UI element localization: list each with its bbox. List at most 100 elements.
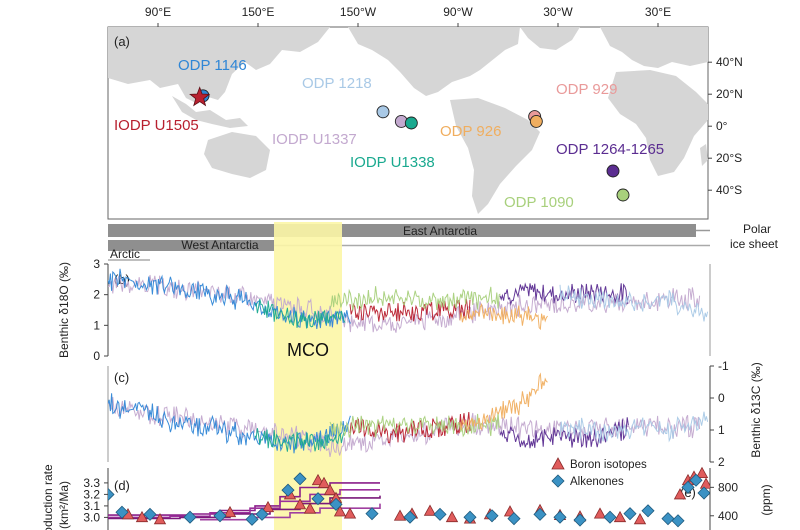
boron-isotopes-point xyxy=(343,507,357,519)
continent-greenland xyxy=(520,27,580,50)
lon-tick-label: 150°E xyxy=(242,5,275,19)
lon-tick-label: 90°E xyxy=(145,5,171,19)
alkenones-point xyxy=(255,507,269,521)
series-line xyxy=(254,298,346,329)
ice-bar-east-antarctia xyxy=(108,224,696,237)
boron-isotopes-point xyxy=(261,500,275,513)
y-tick-label: 3.2 xyxy=(83,487,100,501)
lat-tick-label: 20°N xyxy=(716,87,743,101)
panel-e-points xyxy=(108,466,710,528)
lat-tick-label: 40°N xyxy=(716,55,743,69)
lon-tick-label: 30°W xyxy=(543,5,573,19)
longitude-ticks: 90°E 150°E 150°W 90°W 30°W 30°E xyxy=(145,5,671,27)
ice-bar-arctic-label: Arctic xyxy=(110,247,140,261)
alkenones-point xyxy=(311,492,325,506)
alkenones-point xyxy=(661,512,675,526)
site-label: ODP 1218 xyxy=(302,75,372,92)
alkenones-point xyxy=(507,512,521,526)
site-label: ODP 1090 xyxy=(504,194,574,211)
y-tick-label: 2 xyxy=(718,455,725,469)
mco-label: MCO xyxy=(287,340,329,360)
alkenones-point xyxy=(603,510,617,524)
legend-alkenones: Alkenones xyxy=(551,474,624,488)
panel-d-label: (d) xyxy=(114,478,130,493)
y-tick-label: -1 xyxy=(718,359,729,373)
alkenones-point xyxy=(697,486,710,500)
continent-africa xyxy=(608,70,708,176)
y-tick-label: 800 xyxy=(718,480,738,494)
lon-tick-label: 90°W xyxy=(443,5,473,19)
lat-tick-label: 0° xyxy=(716,119,728,133)
boron-isotopes-point xyxy=(153,513,167,525)
boron-isotopes-point xyxy=(673,488,687,500)
series-line xyxy=(349,298,471,322)
series-line xyxy=(108,393,351,454)
alkenones-point xyxy=(403,510,417,524)
legend-diamond-marker xyxy=(551,474,565,488)
lon-tick-label: 30°E xyxy=(645,5,671,19)
site-label: ODP 1146 xyxy=(178,57,247,74)
site-label: ODP 1264-1265 xyxy=(556,141,664,158)
continents xyxy=(108,27,708,214)
alkenones-point xyxy=(623,507,637,521)
site-label: IODP U1337 xyxy=(272,131,357,148)
alkenones-point xyxy=(463,510,477,524)
ice-bar-west-label: West Antarctia xyxy=(181,238,258,252)
alkenones-point xyxy=(573,513,587,527)
boron-isotopes-point xyxy=(393,509,407,521)
panel-c: (c) Benthic δ13C (‰) 2 1 0 -1 xyxy=(107,359,763,469)
boron-isotopes-point xyxy=(445,510,459,523)
boron-isotopes-point xyxy=(317,476,331,488)
site-marker-star xyxy=(189,86,211,107)
legend-boron-isotopes-label: Boron isotopes xyxy=(570,459,647,471)
panel-e-legend-box xyxy=(544,452,676,494)
site-label: ODP 929 xyxy=(556,81,617,98)
panel-b-y-ticks: 0 1 2 3 xyxy=(93,257,108,363)
site-marker xyxy=(529,114,543,128)
site-label: IODP U1505 xyxy=(114,117,199,134)
alkenones-point xyxy=(293,472,307,486)
y-tick-label: 3 xyxy=(93,257,100,271)
site-label: ODP 926 xyxy=(440,123,501,140)
series-line xyxy=(108,268,351,329)
legend-alkenones-label: Alkenones xyxy=(570,476,624,488)
panel-d-ylabel-1: Production rate xyxy=(41,464,55,530)
series-line xyxy=(459,302,548,331)
latitude-ticks: 40°N 20°N 0° 20°S 40°S xyxy=(708,55,743,197)
boron-isotopes-point xyxy=(633,513,647,525)
continent-madagascar xyxy=(700,144,708,166)
panel-d-ylabel-2: (km²/Ma) xyxy=(57,481,71,529)
series-line xyxy=(329,286,501,311)
series-line xyxy=(108,396,701,458)
boron-isotopes-point xyxy=(699,477,710,489)
series-line xyxy=(108,274,701,333)
boron-isotopes-point xyxy=(303,502,317,514)
lat-tick-label: 20°S xyxy=(716,151,742,165)
legend-boron-isotopes: Boron isotopes xyxy=(551,457,647,471)
y-tick-label: 1 xyxy=(93,318,100,332)
panel-c-y-ticks: 2 1 0 -1 xyxy=(710,359,729,469)
y-tick-label: 2 xyxy=(93,288,100,302)
alkenones-point xyxy=(108,487,115,502)
polar-label: Polar xyxy=(743,222,771,236)
series-line xyxy=(559,284,709,322)
y-tick-label: 0 xyxy=(93,349,100,363)
continent-se-asia xyxy=(172,96,248,128)
boron-isotopes-point xyxy=(593,507,607,519)
alkenones-point xyxy=(115,505,129,519)
continent-europe xyxy=(600,27,708,68)
boron-isotopes-point xyxy=(333,505,347,517)
alkenones-point xyxy=(689,473,703,487)
alkenones-point xyxy=(681,480,695,494)
site-markers: ODP 1146 IODP U1505 ODP 1218 IODP U1337 IODP… xyxy=(114,57,664,211)
alkenones-point xyxy=(143,507,157,521)
alkenones-point xyxy=(183,510,197,524)
ice-bar-east-label: East Antarctia xyxy=(403,224,477,238)
boron-isotopes-point xyxy=(613,510,627,523)
alkenones-point xyxy=(365,507,379,521)
boron-isotopes-point xyxy=(423,504,437,516)
legend-triangle-marker xyxy=(551,457,565,470)
alkenones-point xyxy=(433,507,447,521)
